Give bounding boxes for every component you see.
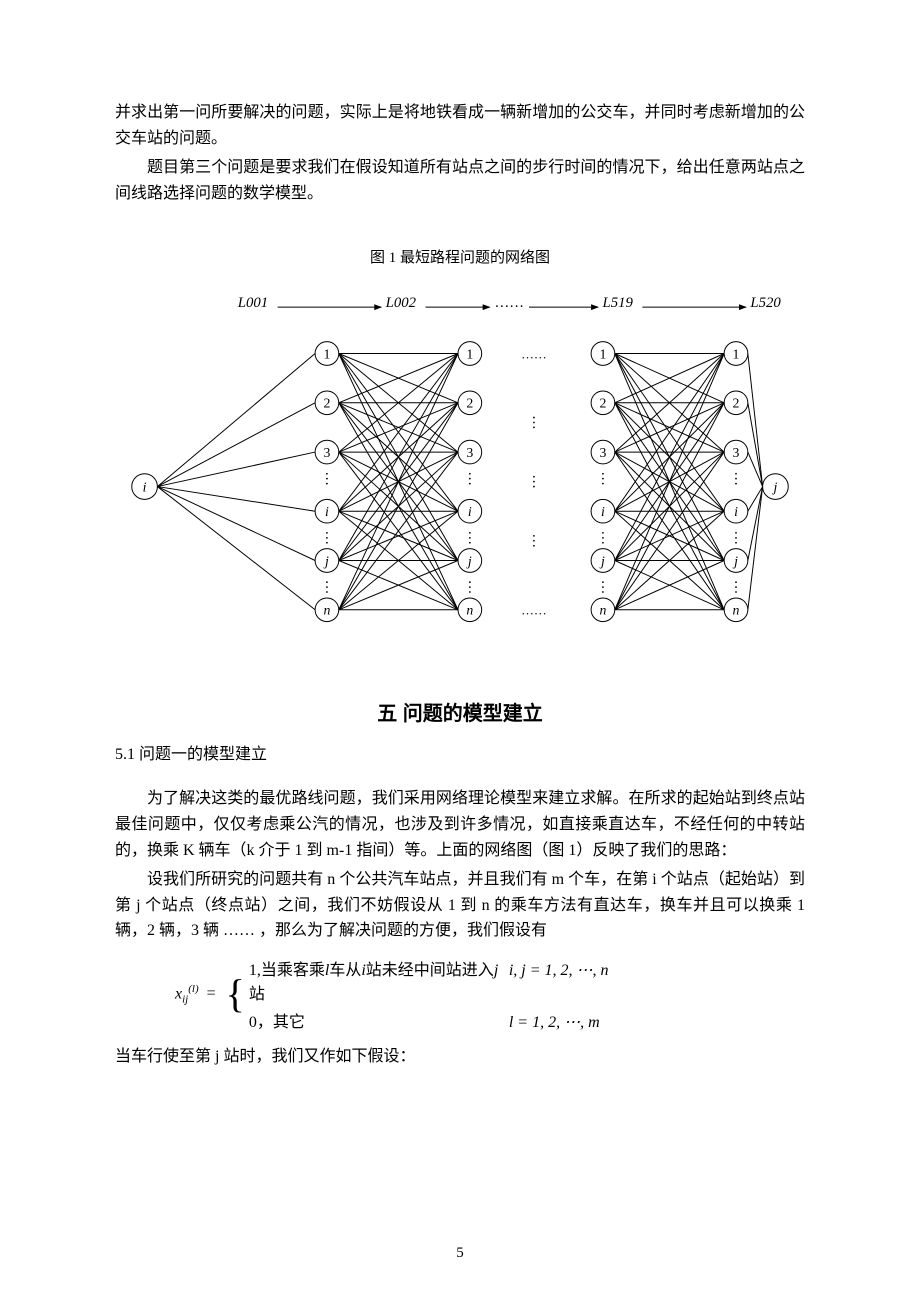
equation-x-ij: xij(l) = { 1,当乘客乘l车从i站未经中间站进入j站 i, j = 1… [175,956,805,1032]
network-diagram: L001L002……L519L520ij123ijn123ijn123ijn12… [115,287,805,627]
svg-text:i: i [734,505,738,520]
svg-text:L001: L001 [237,296,268,312]
network-svg: L001L002……L519L520ij123ijn123ijn123ijn12… [115,287,805,627]
page: 并求出第一问所要解决的问题，实际上是将地铁看成一辆新增加的公交车，并同时考虑新增… [0,0,920,1302]
equation-lhs: xij(l) = [175,983,220,1006]
intro-paragraph-1: 并求出第一问所要解决的问题，实际上是将地铁看成一辆新增加的公交车，并同时考虑新增… [115,100,805,151]
svg-text:n: n [599,603,606,618]
equation-case-2: 0，其它 l = 1, 2, ⋯, m [249,1008,609,1032]
svg-text:L002: L002 [385,296,417,312]
subsection-title: 5.1 问题一的模型建立 [115,740,805,764]
svg-text:1: 1 [323,347,330,362]
svg-text:……: …… [521,604,547,618]
svg-text:L520: L520 [749,296,781,312]
body-paragraph-1: 为了解决这类的最优路线问题，我们采用网络理论模型来建立求解。在所求的起始站到终点… [115,786,805,863]
intro-paragraph-2: 题目第三个问题是要求我们在假设知道所有站点之间的步行时间的情况下，给出任意两站点… [115,155,805,206]
equation-brace: { [226,976,245,1012]
svg-text:i: i [601,505,605,520]
svg-text:3: 3 [466,445,473,460]
figure-caption: 图 1 最短路程问题的网络图 [115,246,805,267]
svg-text:……: …… [521,348,547,362]
svg-text:i: i [325,505,329,520]
after-equation-paragraph: 当车行使至第 j 站时，我们又作如下假设： [115,1044,805,1070]
section-title: 五 问题的模型建立 [115,697,805,726]
equation-case-1: 1,当乘客乘l车从i站未经中间站进入j站 i, j = 1, 2, ⋯, n [249,956,609,1004]
svg-text:3: 3 [599,445,606,460]
body-paragraph-2: 设我们所研究的问题共有 n 个公共汽车站点，并且我们有 m 个车，在第 i 个站… [115,867,805,944]
svg-text:i: i [143,480,147,495]
svg-text:3: 3 [323,445,330,460]
svg-text:L519: L519 [602,296,634,312]
svg-text:i: i [468,505,472,520]
svg-text:……: …… [495,296,525,312]
svg-text:2: 2 [733,396,740,411]
svg-text:n: n [323,603,330,618]
svg-text:2: 2 [323,396,330,411]
svg-text:1: 1 [466,347,473,362]
svg-text:2: 2 [466,396,473,411]
svg-text:1: 1 [599,347,606,362]
svg-text:n: n [466,603,473,618]
svg-text:n: n [733,603,740,618]
svg-text:1: 1 [733,347,740,362]
page-number: 5 [0,1245,920,1262]
equation-cases: 1,当乘客乘l车从i站未经中间站进入j站 i, j = 1, 2, ⋯, n 0… [249,956,609,1032]
svg-text:3: 3 [733,445,740,460]
svg-text:2: 2 [599,396,606,411]
